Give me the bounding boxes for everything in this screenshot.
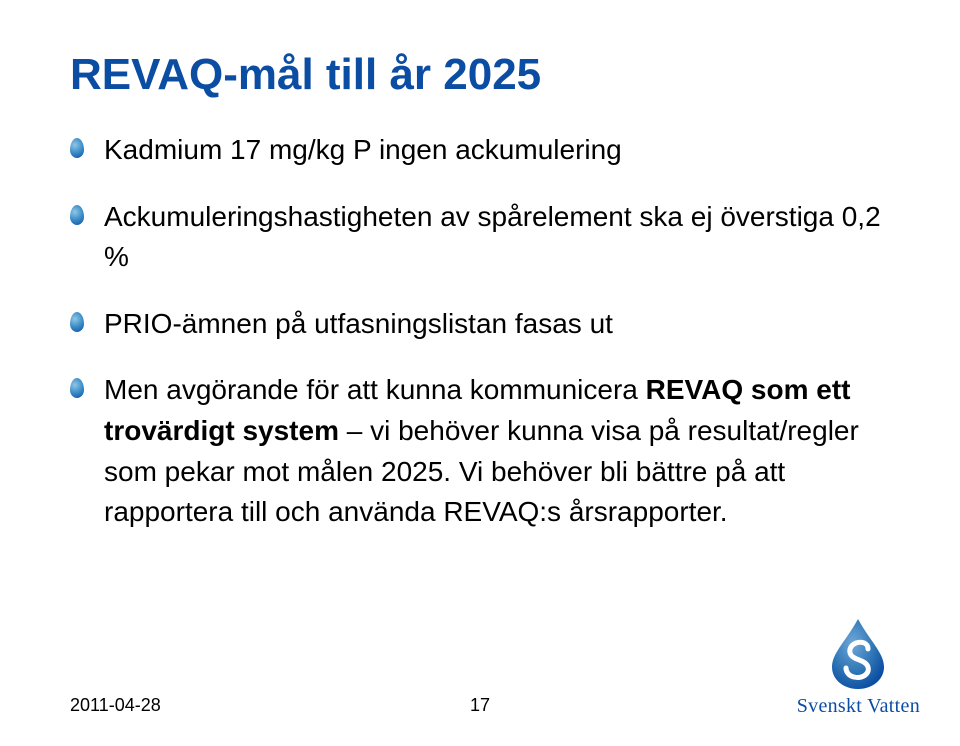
list-item: PRIO-ämnen på utfasningslistan fasas ut [70,304,890,345]
drop-s-icon [826,617,890,689]
bullet-text: Ackumuleringshastigheten av spårelement … [104,201,881,273]
slide: REVAQ-mål till år 2025 Kadmium 17 mg/kg … [0,0,960,746]
slide-title: REVAQ-mål till år 2025 [70,50,890,100]
brand-logo: Svenskt Vatten [797,617,920,718]
bullet-text: Kadmium 17 mg/kg P ingen ackumulering [104,134,622,165]
list-item: Ackumuleringshastigheten av spårelement … [70,197,890,278]
page-number: 17 [470,695,490,716]
bullet-list: Kadmium 17 mg/kg P ingen ackumulering Ac… [70,130,890,533]
bullet-text: PRIO-ämnen på utfasningslistan fasas ut [104,308,613,339]
footer-date: 2011-04-28 [70,695,161,716]
list-item: Kadmium 17 mg/kg P ingen ackumulering [70,130,890,171]
bullet-text-lead: Men avgörande för att kunna kommunicera [104,374,646,405]
brand-name: Svenskt Vatten [797,695,920,718]
list-item: Men avgörande för att kunna kommunicera … [70,370,890,532]
